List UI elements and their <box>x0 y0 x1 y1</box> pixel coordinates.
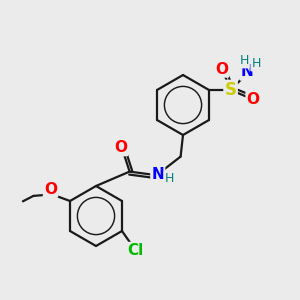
Text: N: N <box>152 167 164 182</box>
Text: H: H <box>239 54 249 68</box>
Text: O: O <box>215 61 228 76</box>
Text: O: O <box>44 182 57 196</box>
Text: O: O <box>114 140 127 155</box>
Text: H: H <box>164 172 174 185</box>
Text: O: O <box>247 92 260 107</box>
Text: Cl: Cl <box>128 243 144 258</box>
Text: N: N <box>241 64 254 80</box>
Text: H: H <box>251 57 261 70</box>
Text: S: S <box>225 81 237 99</box>
